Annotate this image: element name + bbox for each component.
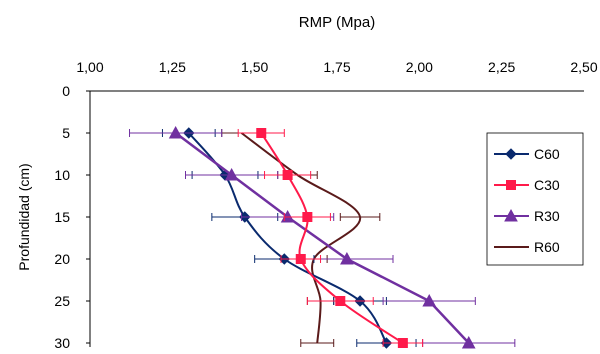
data-point-c30: [397, 338, 408, 348]
legend-item-c30: C30: [494, 177, 560, 193]
legend-label-c60: C60: [534, 146, 560, 162]
y-tick-label: 20: [54, 251, 70, 267]
series-r30: [129, 125, 516, 349]
legend-marker-c60: [505, 148, 517, 160]
y-tick-label: 25: [54, 293, 70, 309]
plot-area: [129, 125, 516, 349]
y-tick-label: 10: [54, 167, 70, 183]
legend-marker-c30: [506, 180, 516, 190]
data-point-r30: [340, 251, 354, 265]
data-point-r30: [422, 293, 437, 307]
x-axis-tick-labels: 1,00 1,25 1,50 1,75 2,00 2,25 2,50: [76, 59, 597, 75]
legend: C60 C30 R30 R60: [486, 132, 584, 266]
x-tick-label: 1,25: [159, 59, 186, 75]
series-c30: [237, 128, 424, 348]
data-point-c30: [282, 170, 293, 180]
legend-label-r60: R60: [534, 239, 560, 255]
x-tick-label: 2,50: [570, 59, 597, 75]
legend-item-r60: R60: [494, 239, 560, 255]
y-axis-label: Profundidad (cm): [16, 163, 32, 270]
y-tick-label: 30: [54, 335, 70, 351]
legend-item-r30: R30: [494, 208, 560, 224]
y-tick-label: 0: [62, 83, 70, 99]
y-axis-tick-labels: 0 5 10 15 20 25 30: [54, 83, 70, 351]
series-r60: [221, 129, 381, 347]
legend-label-c30: C30: [534, 177, 560, 193]
series-c60: [161, 127, 417, 349]
series-line-r60: [240, 132, 362, 344]
x-tick-label: 1,00: [76, 59, 103, 75]
data-point-r30: [461, 335, 476, 349]
legend-marker-r30: [504, 208, 518, 222]
x-tick-label: 2,00: [406, 59, 433, 75]
series-line-r30: [174, 132, 470, 344]
data-point-c30: [295, 254, 306, 264]
x-tick-label: 1,50: [241, 59, 268, 75]
data-point-r30: [224, 167, 239, 181]
x-tick-label: 1,75: [323, 59, 350, 75]
x-tick-label: 2,25: [488, 59, 515, 75]
legend-item-c60: C60: [494, 146, 560, 162]
series-line-c30: [260, 132, 404, 344]
data-point-r30: [168, 125, 183, 139]
legend-label-r30: R30: [534, 208, 560, 224]
chart-title: RMP (Mpa): [299, 14, 375, 31]
data-point-c30: [256, 128, 267, 138]
axes: [86, 90, 584, 347]
y-tick-label: 15: [54, 209, 70, 225]
data-point-c30: [335, 296, 346, 306]
y-tick-label: 5: [62, 125, 70, 141]
data-point-c30: [302, 212, 313, 222]
